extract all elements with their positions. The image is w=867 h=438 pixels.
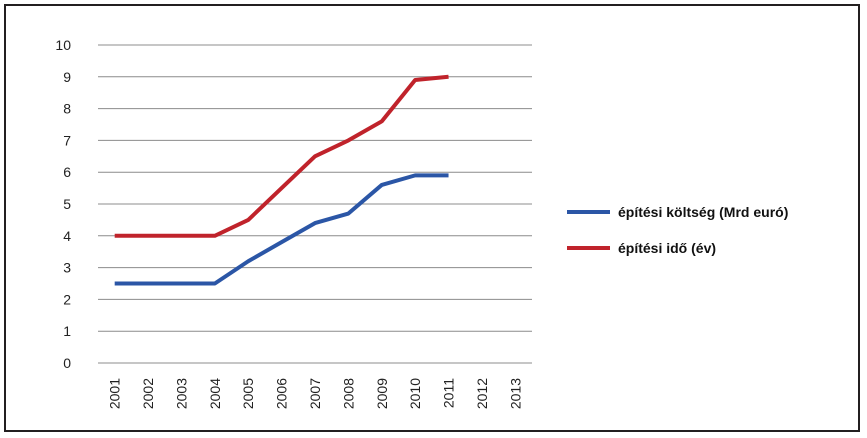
y-tick-label: 6 bbox=[63, 164, 71, 180]
x-tick-label: 2008 bbox=[340, 378, 356, 409]
y-tick-label: 5 bbox=[63, 196, 71, 212]
y-axis-ticks: 0 1 2 3 4 5 6 7 8 9 10 bbox=[55, 37, 71, 371]
y-tick-label: 2 bbox=[63, 291, 71, 307]
x-tick-label: 2004 bbox=[207, 378, 223, 409]
y-tick-label: 7 bbox=[63, 132, 71, 148]
x-tick-label: 2001 bbox=[107, 378, 123, 409]
x-tick-label: 2006 bbox=[274, 378, 290, 409]
chart-frame: 0 1 2 3 4 5 6 7 8 9 10 2001 2002 2003 2004 2005 2006 200… bbox=[4, 4, 860, 432]
legend-label-0: építési költség (Mrd euró) bbox=[618, 204, 788, 220]
y-tick-label: 4 bbox=[63, 228, 71, 244]
series-lines bbox=[114, 74, 449, 286]
x-axis-ticks: 2001 2002 2003 2004 2005 2006 2007 2008 2009 2010… bbox=[107, 378, 524, 409]
grid bbox=[98, 44, 532, 364]
y-tick-label: 3 bbox=[63, 260, 71, 276]
x-tick-label: 2010 bbox=[407, 378, 423, 409]
y-tick-label: 1 bbox=[63, 323, 71, 339]
x-tick-label: 2011 bbox=[441, 378, 457, 408]
series-line-0 bbox=[114, 173, 449, 286]
y-tick-label: 10 bbox=[55, 37, 71, 53]
x-tick-label: 2005 bbox=[240, 378, 256, 409]
y-tick-label: 9 bbox=[63, 69, 71, 85]
x-tick-label: 2009 bbox=[374, 378, 390, 409]
x-tick-label: 2002 bbox=[140, 378, 156, 409]
x-tick-label: 2007 bbox=[307, 378, 323, 409]
series-line-1 bbox=[114, 74, 449, 238]
legend-label-1: építési idő (év) bbox=[618, 240, 716, 256]
x-tick-label: 2013 bbox=[507, 378, 523, 409]
legend: építési költség (Mrd euró) építési idő (é… bbox=[567, 204, 788, 256]
y-tick-label: 0 bbox=[63, 355, 71, 371]
y-tick-label: 8 bbox=[63, 101, 71, 117]
x-tick-label: 2003 bbox=[173, 378, 189, 409]
x-tick-label: 2012 bbox=[474, 378, 490, 409]
